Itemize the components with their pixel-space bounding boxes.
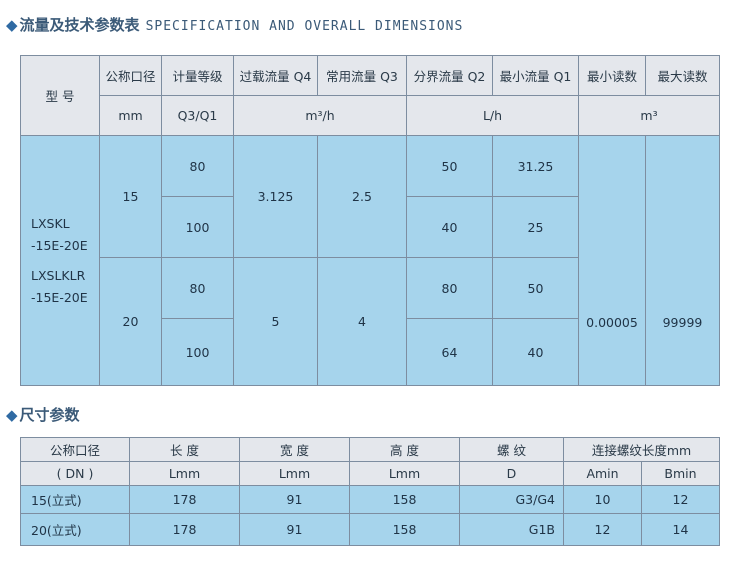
thread-cell: G1B: [459, 513, 564, 546]
unit-height: Lmm: [349, 461, 460, 486]
dim-units-row: ( DN ) Lmm Lmm Lmm D Amin Bmin: [20, 461, 721, 486]
dn-cell: 20: [99, 257, 162, 386]
header-conn: 连接螺纹长度mm: [562, 437, 721, 462]
spec-title-en: SPECIFICATION AND OVERALL DIMENSIONS: [145, 19, 464, 34]
q2-cell: 64: [406, 318, 493, 386]
spec-title-cn: 流量及技术参数表: [19, 16, 140, 34]
header-amin: Amin: [563, 461, 642, 486]
bmin-cell: 14: [640, 513, 721, 546]
q2-cell: 40: [406, 196, 493, 258]
header-max-reading: 最大读数: [645, 55, 720, 96]
unit-flow-l: L/h: [406, 95, 579, 136]
q1-cell: 50: [492, 257, 579, 319]
spec-units-row: mm Q3/Q1 m³/h L/h m³: [21, 95, 720, 136]
table-row: 15(立式) 178 91 158 G3/G4 10 12: [20, 485, 721, 514]
model-line: -15E-20E: [31, 289, 88, 305]
header-bmin: Bmin: [640, 461, 721, 486]
unit-flow: m³/h: [233, 95, 407, 136]
header-dn-sub: ( DN ): [20, 461, 130, 486]
bmin-cell: 12: [640, 485, 721, 514]
header-min-reading: 最小读数: [578, 55, 646, 96]
grade-cell: 80: [161, 135, 234, 197]
model-line: LXSLKLR: [31, 267, 86, 283]
spec-header-row: 型 号 公称口径 计量等级 过载流量 Q4 常用流量 Q3 分界流量 Q2 最小…: [20, 55, 720, 136]
grade-cell: 100: [161, 196, 234, 258]
dim-header-row: 公称口径 长 度 宽 度 高 度 螺 纹 连接螺纹长度mm: [20, 437, 721, 462]
header-length: 长 度: [129, 437, 240, 462]
q2-cell: 80: [406, 257, 493, 319]
unit-thread: D: [459, 461, 564, 486]
table-row: 100 40 25: [21, 196, 720, 258]
unit-reading: m³: [578, 95, 720, 136]
header-q4: 过载流量 Q4: [233, 55, 318, 96]
length-cell: 178: [129, 513, 240, 546]
diamond-bullet-icon: ◆: [6, 406, 18, 424]
q1-cell: 40: [492, 318, 579, 386]
q3-cell: 4: [317, 257, 407, 386]
thread-cell: G3/G4: [459, 485, 564, 514]
q2-cell: 50: [406, 135, 493, 197]
header-grade: 计量等级: [161, 55, 234, 96]
width-cell: 91: [239, 513, 350, 546]
unit-grade: Q3/Q1: [161, 95, 234, 136]
spec-table: 型 号 公称口径 计量等级 过载流量 Q4 常用流量 Q3 分界流量 Q2 最小…: [20, 55, 720, 386]
dim-title-cn: 尺寸参数: [19, 406, 80, 424]
q4-cell: 3.125: [233, 135, 318, 258]
header-dn: 公称口径: [99, 55, 162, 96]
dimensions-table: 公称口径 长 度 宽 度 高 度 螺 纹 连接螺纹长度mm ( DN ) Lmm…: [20, 437, 721, 546]
header-q1: 最小流量 Q1: [492, 55, 579, 96]
diamond-bullet-icon: ◆: [6, 16, 18, 34]
height-cell: 158: [349, 485, 460, 514]
unit-width: Lmm: [239, 461, 350, 486]
header-width: 宽 度: [239, 437, 350, 462]
table-row: 20 80 5 4 80 50: [21, 257, 720, 386]
height-cell: 158: [349, 513, 460, 546]
unit-length: Lmm: [129, 461, 240, 486]
header-thread: 螺 纹: [459, 437, 564, 462]
q3-cell: 2.5: [317, 135, 407, 258]
model-line: LXSKL: [31, 215, 70, 231]
q1-cell: 25: [492, 196, 579, 258]
header-model: 型 号: [20, 55, 100, 136]
table-row: LXSKL -15E-20E LXSLKLR -15E-20E 15 80 3.…: [20, 135, 720, 386]
table-row: 20(立式) 178 91 158 G1B 12 14: [20, 513, 721, 546]
table-row: 100 64 40: [21, 318, 720, 386]
header-height: 高 度: [349, 437, 460, 462]
model-line: -15E-20E: [31, 237, 88, 253]
grade-cell: 80: [161, 257, 234, 319]
dn-cell: 15(立式): [20, 485, 130, 514]
max-reading-cell: 99999: [645, 135, 720, 386]
min-reading-cell: 0.00005: [578, 135, 646, 386]
header-q3: 常用流量 Q3: [317, 55, 407, 96]
amin-cell: 12: [563, 513, 642, 546]
dim-section-title: ◆ 尺寸参数: [6, 404, 80, 425]
header-q2: 分界流量 Q2: [406, 55, 493, 96]
amin-cell: 10: [563, 485, 642, 514]
spec-section-title: ◆ 流量及技术参数表 SPECIFICATION AND OVERALL DIMEN…: [6, 14, 463, 35]
grade-cell: 100: [161, 318, 234, 386]
header-dn: 公称口径: [20, 437, 130, 462]
q1-cell: 31.25: [492, 135, 579, 197]
dn-cell: 15: [99, 135, 162, 258]
length-cell: 178: [129, 485, 240, 514]
model-cell: LXSKL -15E-20E LXSLKLR -15E-20E: [20, 135, 100, 386]
width-cell: 91: [239, 485, 350, 514]
dn-cell: 20(立式): [20, 513, 130, 546]
q4-cell: 5: [233, 257, 318, 386]
unit-dn: mm: [99, 95, 162, 136]
